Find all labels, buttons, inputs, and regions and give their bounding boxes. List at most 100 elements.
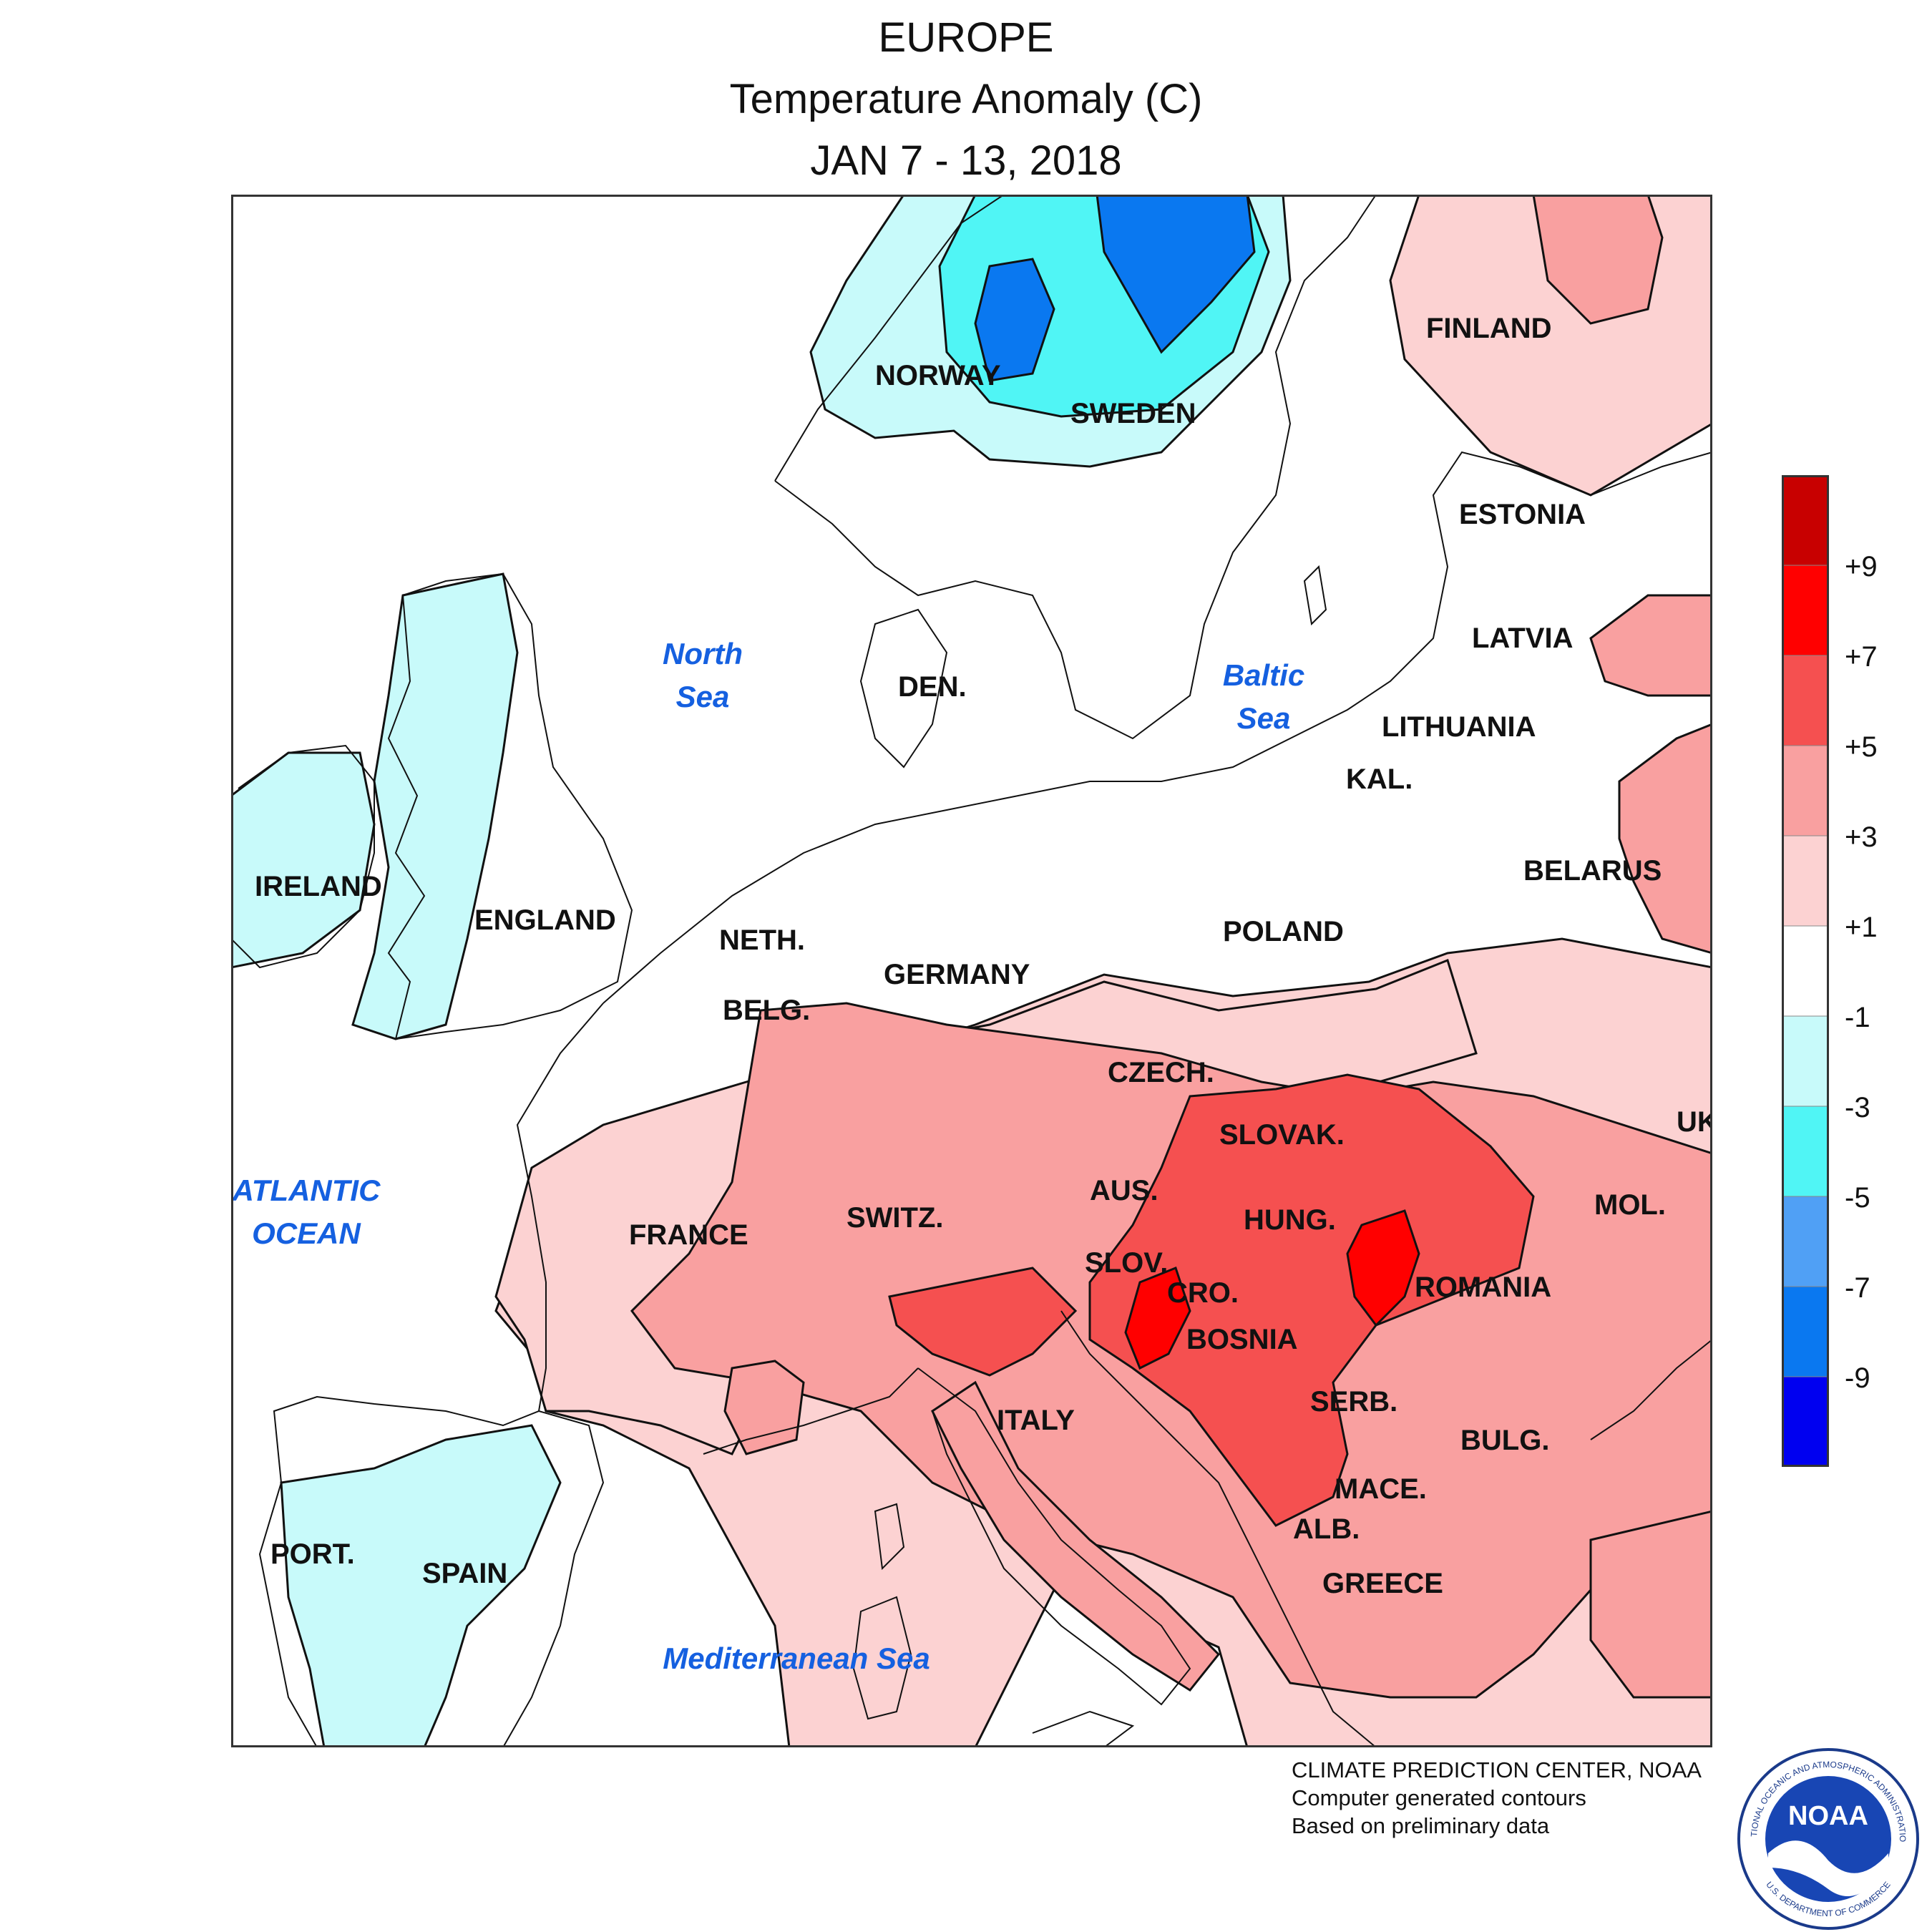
legend-swatch: [1782, 1196, 1829, 1287]
legend-swatch: [1782, 745, 1829, 836]
label-czech: CZECH.: [1108, 1057, 1214, 1088]
anomaly-region-belarus-plus3: [1618, 723, 1712, 955]
legend-label-plus7: +7: [1845, 641, 1878, 673]
anomaly-region-turkey-plus3: [1589, 1510, 1712, 1699]
label-aus: AUS.: [1090, 1175, 1158, 1206]
label-estonia: ESTONIA: [1459, 499, 1586, 530]
anomaly-region-croatia-plus7: [1124, 1267, 1191, 1370]
label-slovak: SLOVAK.: [1219, 1119, 1345, 1151]
label-mace: MACE.: [1335, 1473, 1427, 1505]
coastline-ireland: [231, 744, 375, 969]
legend-label-plus1: +1: [1845, 912, 1878, 943]
label-lithuania: LITHUANIA: [1382, 711, 1536, 743]
anomaly-region-baltic-plus3: [1589, 594, 1712, 697]
anomaly-region-nitaly-plus5: [888, 1267, 1078, 1377]
label-greece: GREECE: [1322, 1568, 1443, 1599]
label-mol: MOL.: [1594, 1189, 1666, 1221]
label-sweden: SWEDEN: [1070, 398, 1196, 429]
label-north-sea-1: North: [663, 637, 743, 670]
label-slov: SLOV.: [1085, 1247, 1168, 1279]
label-baltic-sea-2: Sea: [1237, 701, 1291, 735]
coastline-britain: [387, 572, 633, 1040]
anomaly-region-ireland-minus1: [231, 751, 376, 969]
anomaly-region-iberia-minus1: [280, 1424, 562, 1747]
legend-frame: [1782, 475, 1829, 1467]
coastlines: [231, 195, 1712, 1747]
legend-swatch: [1782, 835, 1829, 927]
label-den: DEN.: [898, 671, 967, 703]
legend-label-plus9: +9: [1845, 551, 1878, 582]
coastline-adriatic: [1060, 1310, 1377, 1747]
map-subtitle: Temperature Anomaly (C): [729, 76, 1203, 122]
label-belg: BELG.: [723, 995, 810, 1026]
label-port: PORT.: [270, 1538, 355, 1570]
legend-label-plus5: +5: [1845, 731, 1878, 763]
label-mediterranean: Mediterranean Sea: [663, 1641, 930, 1675]
label-romania: ROMANIA: [1415, 1272, 1551, 1303]
coastline-gotland: [1303, 565, 1327, 626]
legend-label-minus5: -5: [1845, 1182, 1870, 1214]
label-atlantic-1: ATLANTIC: [232, 1174, 381, 1207]
label-baltic-sea-1: Baltic: [1223, 658, 1304, 692]
logo-text: NOAA: [1788, 1801, 1868, 1831]
legend-label-plus3: +3: [1845, 821, 1878, 853]
label-north-sea-2: Sea: [676, 680, 730, 713]
label-hung: HUNG.: [1244, 1204, 1336, 1236]
label-finland: FINLAND: [1426, 313, 1552, 344]
anomaly-region-uk-minus1: [351, 572, 519, 1040]
label-cro: CRO.: [1167, 1277, 1239, 1309]
anomaly-region-norway-minus5: [974, 258, 1055, 382]
label-bulg: BULG.: [1460, 1425, 1549, 1456]
label-bosnia: BOSNIA: [1186, 1324, 1298, 1355]
label-serb: SERB.: [1310, 1386, 1397, 1418]
coastline-denmark: [859, 608, 948, 769]
coastline-italy: [917, 1367, 1191, 1706]
legend-label-minus1: -1: [1845, 1002, 1870, 1033]
label-ireland: IRELAND: [255, 871, 382, 902]
label-switz: SWITZ.: [847, 1202, 944, 1234]
anomaly-region-hungary-plus7: [1346, 1209, 1420, 1327]
anomaly-region-balkans-plus5: [1088, 1073, 1535, 1527]
legend-swatch: [1782, 565, 1829, 656]
label-latvia: LATVIA: [1472, 623, 1573, 654]
logo-bird-wave: [1768, 1840, 1888, 1896]
legend-swatch: [1782, 655, 1829, 746]
legend-label-minus7: -7: [1845, 1272, 1870, 1304]
legend-swatch: [1782, 1015, 1829, 1107]
anomaly-region-finland-plus3: [1532, 195, 1664, 325]
coastline-continent-north: [602, 451, 1712, 1004]
legend-swatch: [1782, 1376, 1829, 1467]
credit-line-2: Computer generated contours: [1292, 1785, 1586, 1810]
label-italy: ITALY: [997, 1405, 1075, 1436]
coastline-sardinia: [852, 1596, 912, 1720]
legend-swatch: [1782, 1106, 1829, 1197]
label-atlantic-2: OCEAN: [252, 1216, 361, 1250]
coastline-scandinavia: [774, 195, 1377, 740]
label-alb: ALB.: [1293, 1513, 1360, 1545]
map-title: EUROPE: [878, 14, 1054, 61]
credit-line-1: CLIMATE PREDICTION CENTER, NOAA: [1292, 1757, 1702, 1782]
map-date-range: JAN 7 - 13, 2018: [810, 137, 1122, 184]
noaa-logo: NOAA NATIONAL OCEANIC AND ATMOSPHERIC AD…: [1735, 1746, 1919, 1930]
anomaly-region-scandinavia-minus5: [1096, 195, 1256, 354]
legend-label-minus3: -3: [1845, 1092, 1870, 1123]
coastline-corsica: [874, 1503, 905, 1571]
label-spain: SPAIN: [422, 1558, 507, 1589]
credit-line-3: Based on preliminary data: [1292, 1813, 1550, 1838]
anomaly-map: NORWAY SWEDEN FINLAND ESTONIA LATVIA LIT…: [231, 195, 1712, 1747]
legend-colorbar: [1782, 475, 1829, 1467]
country-labels: NORWAY SWEDEN FINLAND ESTONIA LATVIA LIT…: [255, 313, 1712, 1599]
coastline-france-atlantic: [258, 1002, 604, 1747]
label-neth: NETH.: [719, 924, 805, 956]
label-england: ENGLAND: [474, 904, 616, 936]
sea-labels: North Sea Baltic Sea ATLANTIC OCEAN Medi…: [232, 637, 1305, 1675]
legend-swatch: [1782, 1286, 1829, 1377]
label-norway: NORWAY: [875, 360, 1001, 391]
coastline-sicily: [1032, 1710, 1135, 1747]
legend-swatch: [1782, 475, 1829, 566]
coastline-france-med: [703, 1367, 919, 1455]
label-germany: GERMANY: [884, 959, 1030, 990]
map-frame: [231, 195, 1712, 1747]
legend-swatch: [1782, 925, 1829, 1017]
coastline-iberia-med: [502, 1410, 605, 1747]
